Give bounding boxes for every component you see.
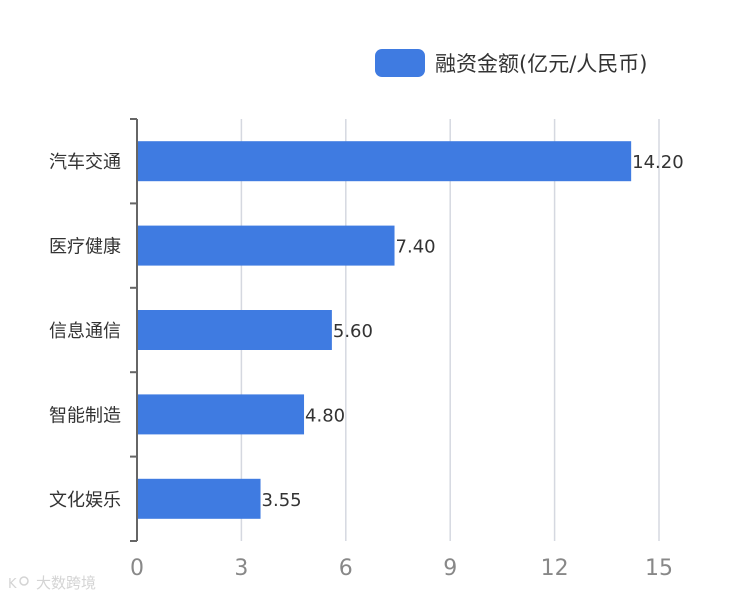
bar [138, 310, 332, 350]
watermark-text: 大数跨境 [36, 574, 97, 592]
value-label: 14.20 [632, 152, 684, 173]
x-tick-label: 3 [234, 556, 248, 581]
svg-text:K: K [8, 577, 17, 591]
bar [138, 394, 305, 435]
category-label: 信息通信 [49, 321, 121, 342]
legend[interactable]: 融资金额(亿元/人民币) [375, 48, 647, 78]
legend-swatch [375, 49, 425, 77]
legend-label: 融资金额(亿元/人民币) [435, 52, 648, 76]
bar [138, 478, 261, 519]
bar [138, 225, 395, 266]
category-label: 智能制造 [49, 405, 121, 426]
x-tick-label: 0 [130, 556, 144, 581]
value-label: 4.80 [305, 405, 345, 426]
category-label: 医疗健康 [49, 237, 121, 258]
x-tick-label: 6 [339, 556, 353, 581]
kr-logo-icon: K [8, 575, 29, 591]
value-label: 3.55 [262, 490, 302, 511]
bar [138, 141, 632, 182]
category-label: 文化娱乐 [49, 490, 121, 511]
x-tick-label: 15 [645, 556, 673, 581]
value-label: 7.40 [396, 237, 436, 258]
category-label: 汽车交通 [49, 152, 121, 173]
x-tick-label: 12 [541, 556, 569, 581]
x-tick-label: 9 [443, 556, 457, 581]
watermark: K 大数跨境 [8, 572, 96, 593]
value-label: 5.60 [333, 321, 373, 342]
